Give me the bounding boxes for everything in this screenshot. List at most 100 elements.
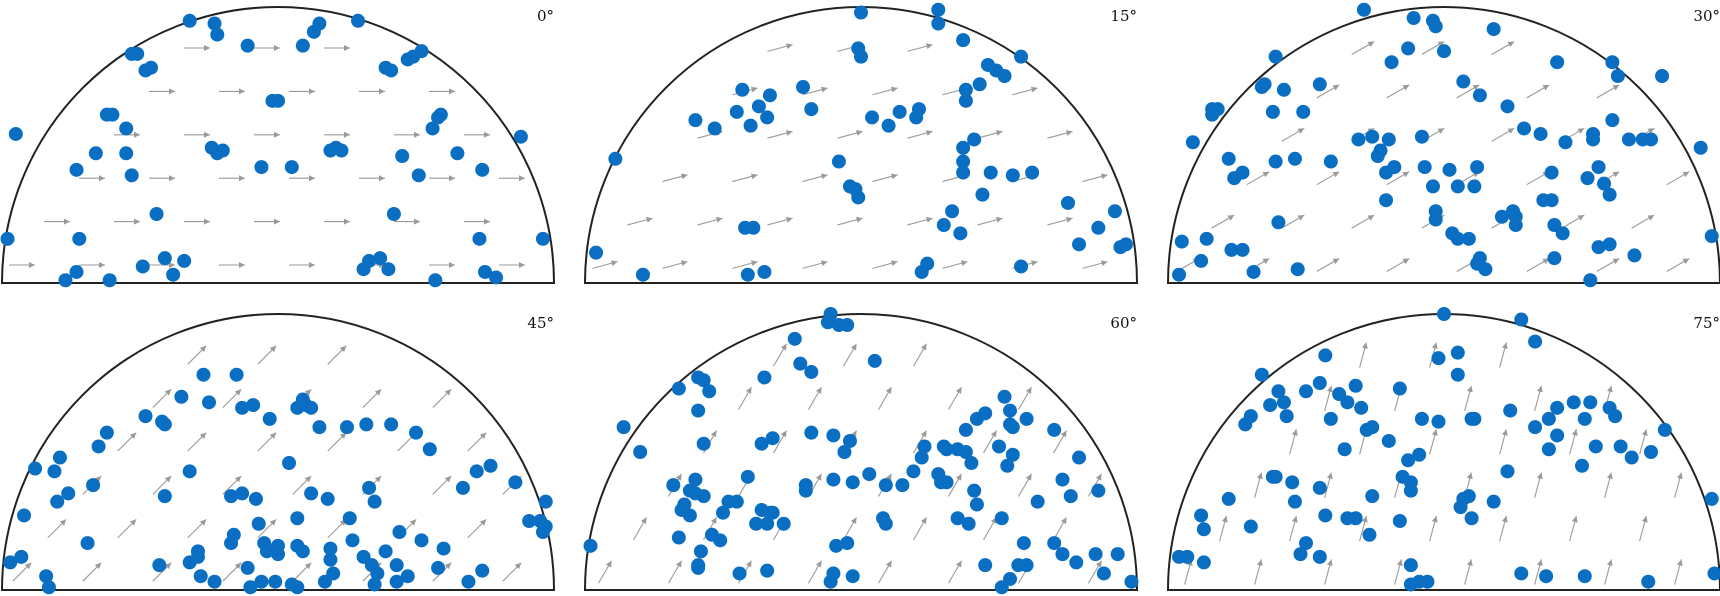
flow-arrow-head: [409, 519, 417, 526]
data-point: [994, 511, 1009, 526]
data-point: [1246, 264, 1261, 279]
data-point: [1365, 129, 1380, 144]
data-point: [290, 511, 305, 526]
flow-arrow-head: [1402, 84, 1410, 91]
data-point: [99, 107, 114, 122]
flow-arrow-head: [820, 86, 828, 93]
data-point: [345, 533, 360, 548]
data-point: [958, 422, 973, 437]
data-point: [892, 104, 907, 119]
data-point: [931, 2, 946, 17]
data-point: [865, 110, 880, 125]
data-point: [138, 409, 153, 424]
data-point: [831, 154, 846, 169]
data-point: [1707, 566, 1720, 581]
flow-arrow-head: [24, 562, 32, 570]
data-point: [1221, 151, 1236, 166]
data-point: [1591, 160, 1606, 175]
data-point: [1420, 574, 1435, 589]
data-point: [939, 475, 954, 490]
flow-arrow-head: [304, 389, 312, 396]
data-point: [1340, 511, 1355, 526]
data-point: [475, 162, 490, 177]
flow-arrow-head: [449, 262, 455, 268]
data-point: [1541, 411, 1556, 426]
flow-arrow-head: [715, 216, 723, 223]
data-point: [323, 541, 338, 556]
flow-arrow-head: [274, 218, 280, 225]
data-point: [207, 574, 222, 589]
data-point: [1425, 13, 1440, 28]
flow-arrow-head: [815, 560, 822, 568]
flow-arrow-head: [1297, 128, 1305, 134]
data-point: [367, 494, 382, 509]
half-disk-boundary: [0, 313, 556, 591]
data-point: [978, 558, 993, 573]
flow-arrow-head: [274, 131, 280, 138]
data-point: [323, 552, 338, 567]
data-point: [1693, 140, 1708, 155]
data-point: [88, 146, 103, 161]
flow-arrow-head: [1536, 559, 1543, 567]
data-point: [1312, 376, 1327, 390]
flow-arrow-head: [1025, 387, 1032, 394]
flow-arrow-head: [344, 131, 350, 138]
data-point: [1387, 160, 1402, 175]
panel-angle-label: 15°: [1110, 7, 1137, 25]
data-point: [251, 516, 266, 531]
data-point: [475, 563, 490, 578]
data-point: [1030, 494, 1045, 509]
data-point: [1276, 395, 1291, 410]
data-point: [1450, 345, 1465, 360]
flow-arrow-head: [269, 345, 277, 353]
data-point: [342, 511, 357, 526]
data-point: [295, 38, 310, 53]
flow-arrow-head: [169, 175, 175, 182]
flow-arrow-head: [164, 476, 172, 483]
data-point: [749, 516, 764, 531]
data-point: [914, 450, 929, 465]
flow-arrow-head: [675, 473, 682, 481]
data-point: [304, 486, 319, 501]
data-point: [757, 370, 772, 385]
data-point: [967, 483, 982, 498]
flow-arrow-head: [1466, 472, 1473, 480]
flow-arrow-head: [1262, 171, 1270, 178]
flow-arrow-head: [234, 476, 242, 483]
data-point: [428, 273, 443, 288]
data-point: [1337, 442, 1352, 457]
data-point: [284, 577, 299, 592]
data-point: [740, 469, 755, 484]
flow-arrow-head: [640, 517, 647, 525]
arrow-field: [12, 345, 522, 582]
point-set: [1172, 307, 1720, 592]
flow-arrow-head: [1501, 429, 1508, 436]
data-point: [691, 560, 706, 575]
data-point: [1517, 121, 1532, 136]
data-point: [489, 270, 504, 285]
data-point: [1641, 574, 1656, 589]
data-point: [1608, 409, 1623, 424]
flow-arrow-head: [850, 517, 857, 525]
data-point: [39, 569, 54, 584]
data-point: [751, 99, 766, 114]
panel-45deg: 45°: [0, 313, 556, 595]
data-point: [1486, 22, 1501, 37]
panel-angle-label: 45°: [527, 314, 554, 332]
data-point: [1268, 154, 1283, 169]
data-point: [1547, 251, 1562, 266]
data-point: [1210, 102, 1225, 117]
data-point: [804, 425, 819, 440]
data-point: [389, 574, 404, 589]
flow-arrow-head: [680, 173, 688, 180]
flow-arrow-head: [379, 175, 385, 182]
flow-arrow-head: [239, 88, 245, 95]
flow-arrow-head: [199, 345, 207, 353]
flow-arrow-head: [339, 432, 347, 439]
flow-arrow-head: [1507, 128, 1515, 134]
data-point: [936, 218, 951, 233]
flow-arrow-head: [1437, 41, 1445, 48]
data-point: [431, 110, 446, 125]
half-disk-boundary: [1166, 6, 1720, 284]
data-point: [1296, 104, 1311, 119]
